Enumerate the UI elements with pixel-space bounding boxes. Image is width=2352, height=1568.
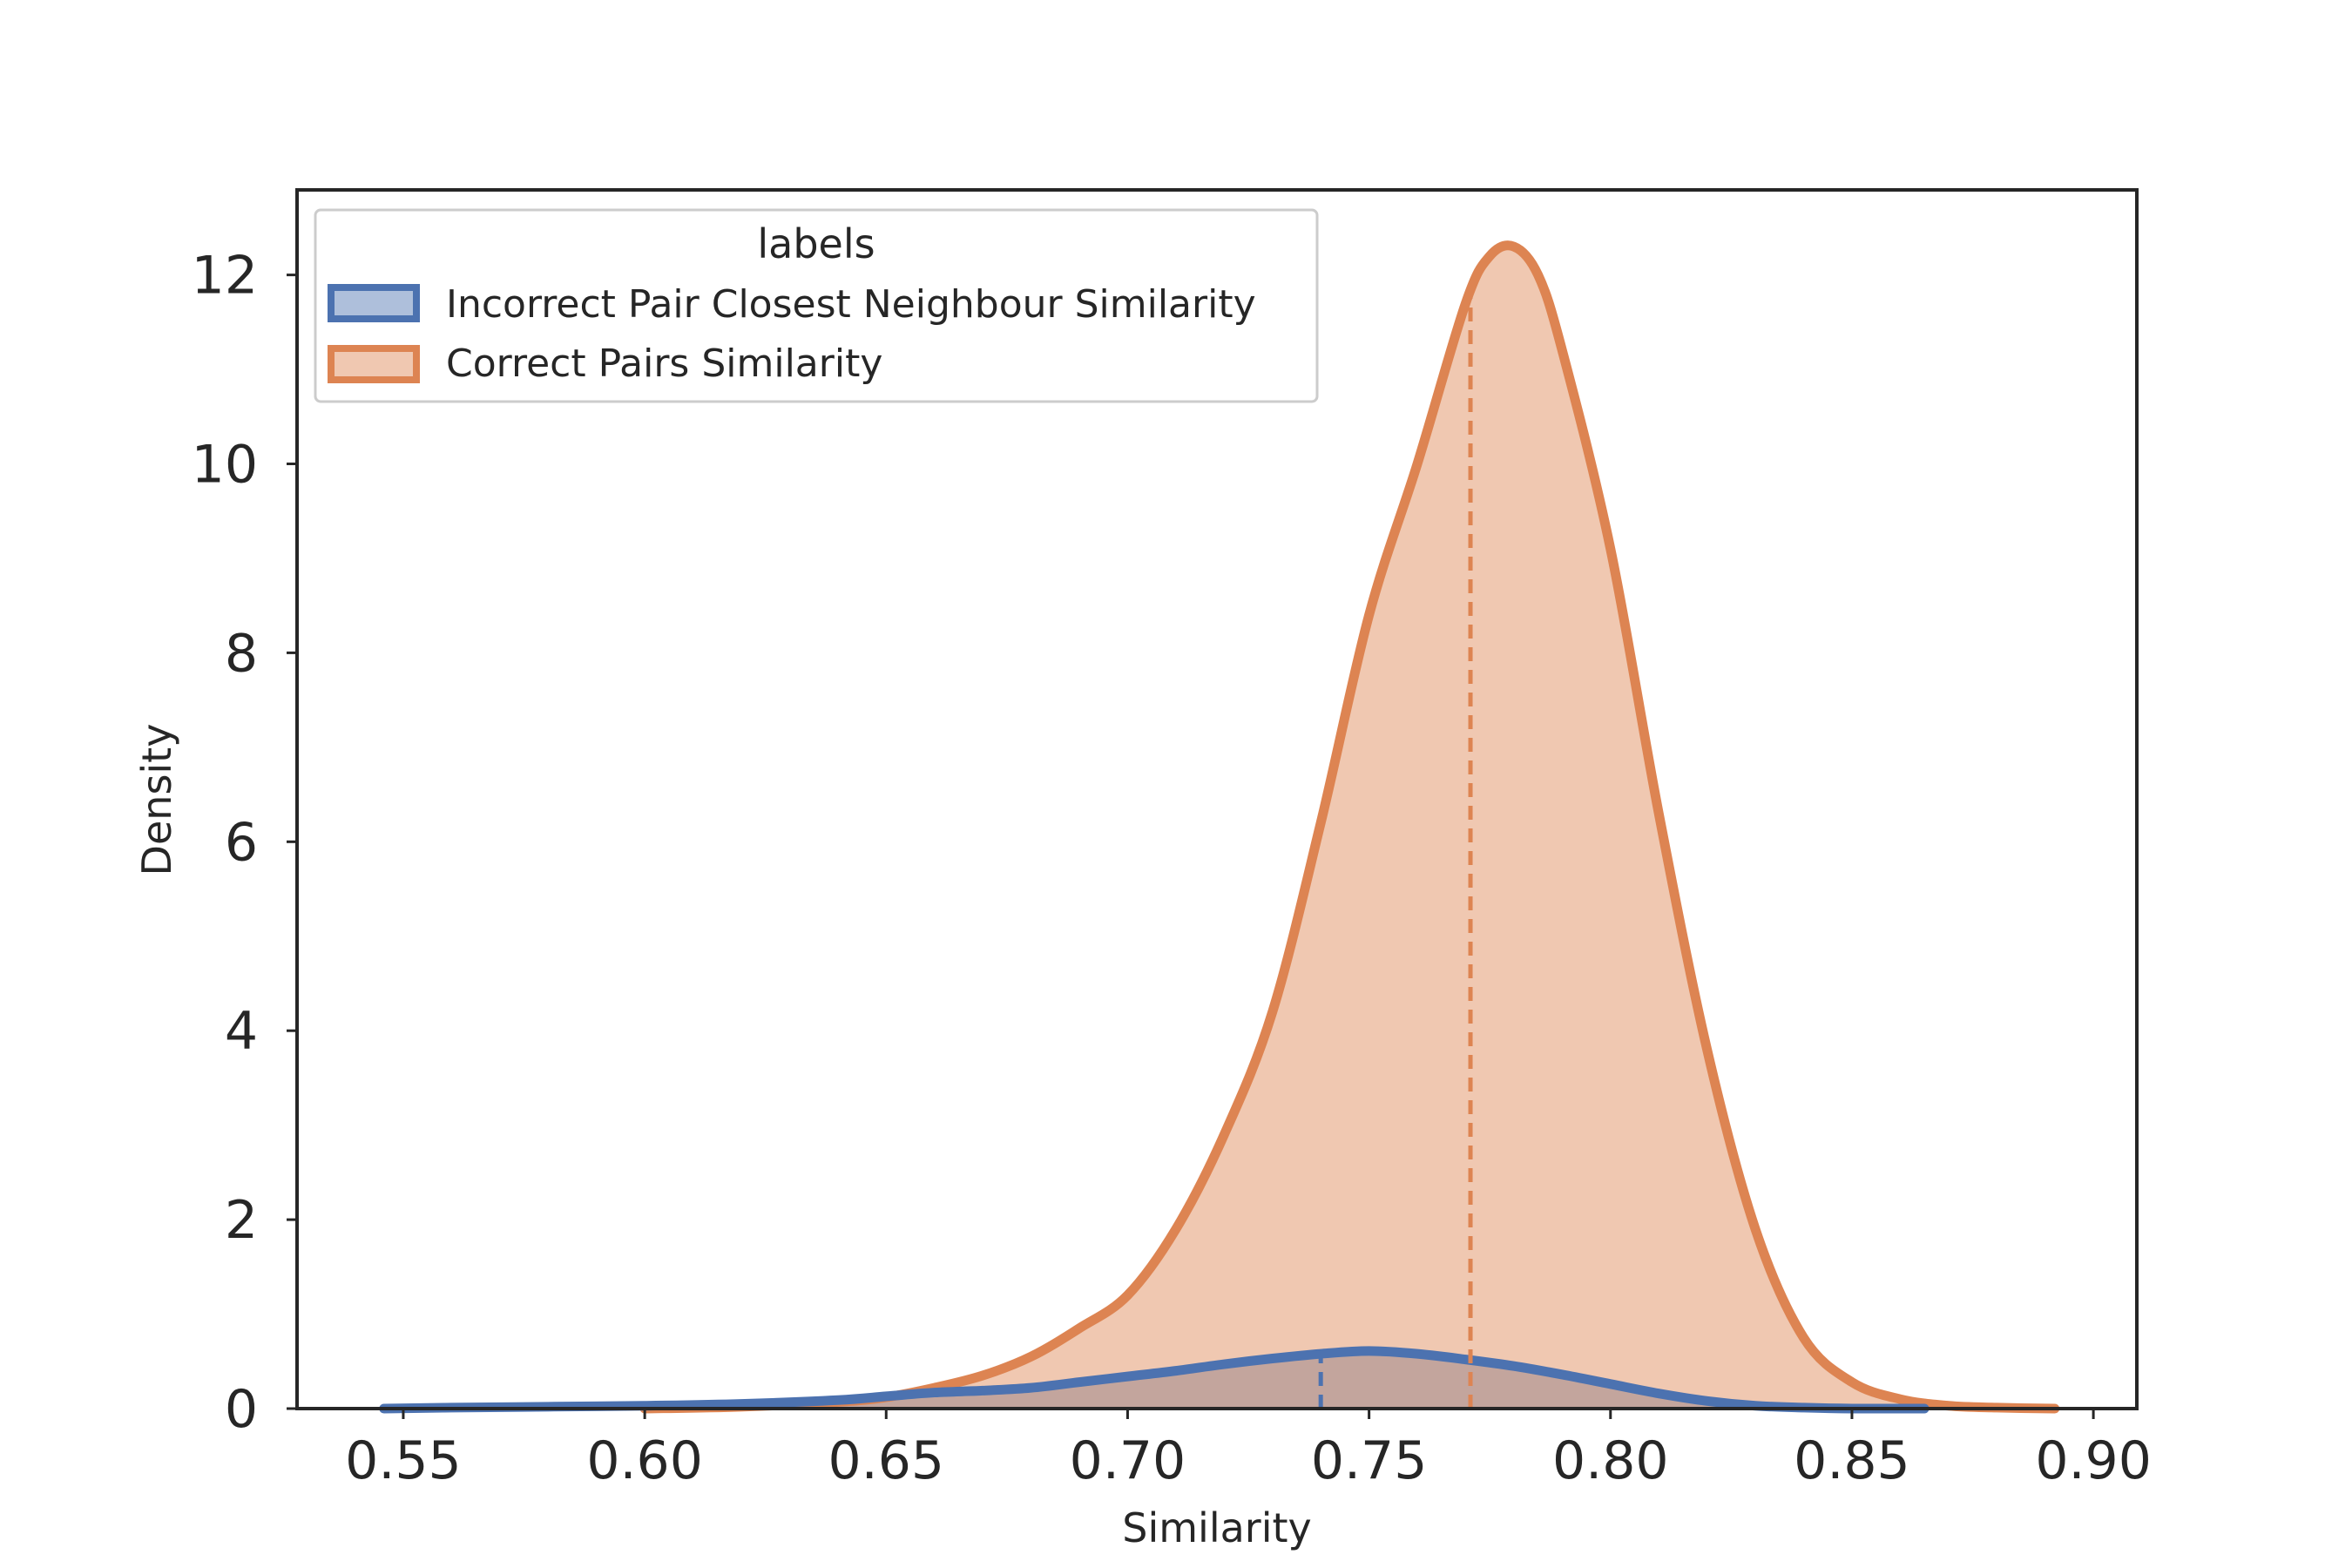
area-correct (645, 245, 2055, 1409)
plot-frame (295, 188, 2139, 1410)
x-axis-label: Similarity (1122, 1504, 1312, 1551)
legend-swatch-incorrect (328, 284, 420, 322)
y-tick-label: 6 (225, 812, 258, 873)
x-tick-label: 0.60 (586, 1430, 703, 1491)
y-tick-label: 0 (225, 1379, 258, 1440)
x-tick-label: 0.65 (828, 1430, 944, 1491)
x-tick-label: 0.85 (1794, 1430, 1910, 1491)
y-tick-label: 2 (225, 1190, 258, 1251)
series-layer (379, 240, 2060, 1414)
y-tick-label: 8 (225, 623, 258, 684)
legend: labels Incorrect Pair Closest Neighbour … (314, 208, 1319, 403)
x-tick-label: 0.80 (1552, 1430, 1669, 1491)
curve-incorrect (379, 1346, 1930, 1414)
x-tick-label: 0.55 (345, 1430, 462, 1491)
legend-label-incorrect: Incorrect Pair Closest Neighbour Similar… (446, 282, 1256, 327)
x-tick-label: 0.90 (2035, 1430, 2152, 1491)
x-tick-label: 0.75 (1311, 1430, 1428, 1491)
legend-swatch-correct (328, 345, 420, 383)
y-ticks: 0 2 4 6 8 10 12 (192, 246, 297, 1440)
x-ticks: 0.55 0.60 0.65 0.70 0.75 0.80 0.85 0.90 (345, 1409, 2152, 1491)
area-incorrect (383, 1350, 1925, 1409)
y-tick-label: 10 (192, 435, 258, 496)
legend-label-correct: Correct Pairs Similarity (446, 341, 882, 386)
curve-correct (639, 240, 2060, 1414)
legend-title: labels (757, 220, 875, 267)
y-tick-label: 4 (225, 1001, 258, 1062)
legend-box (314, 208, 1319, 403)
y-tick-label: 12 (192, 246, 258, 307)
y-axis-label: Density (133, 724, 180, 876)
x-tick-label: 0.70 (1070, 1430, 1186, 1491)
